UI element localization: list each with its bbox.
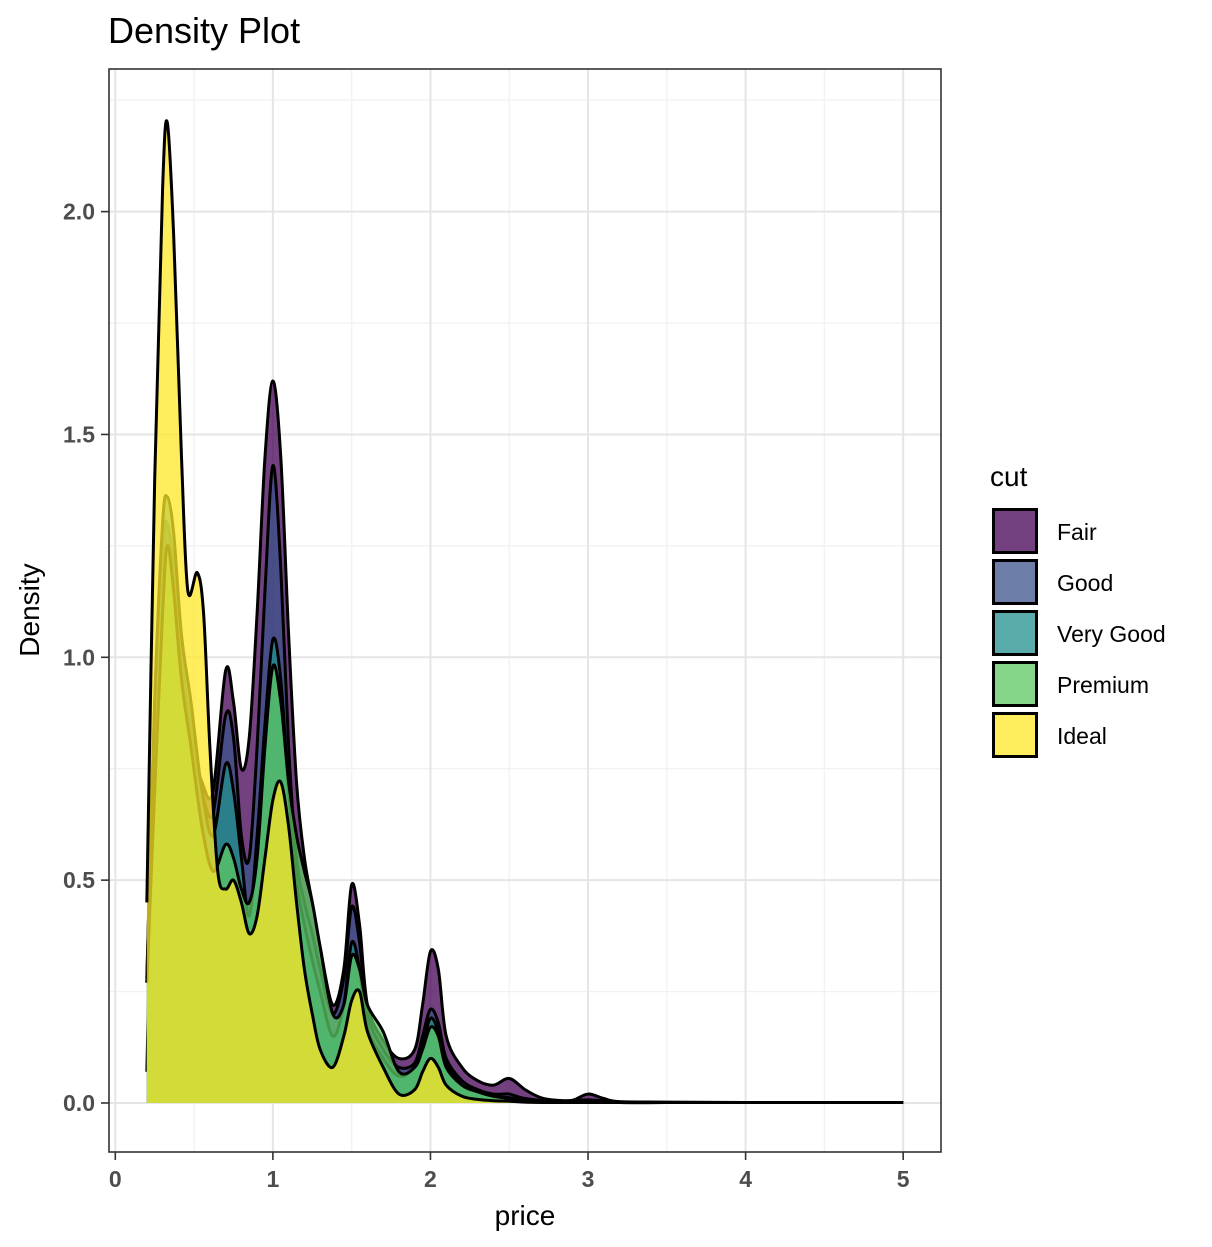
panel-border	[108, 68, 942, 1153]
minor-gridlines	[109, 69, 941, 1152]
legend-swatch-fair	[992, 508, 1038, 554]
legend-swatch-premium	[992, 661, 1038, 707]
legend: cut Fair Good Very Good Premium Ideal	[990, 461, 1166, 758]
density-areas	[145, 119, 904, 1105]
y-tick-label: 2.0	[63, 199, 95, 225]
y-tick-label: 1.5	[63, 421, 95, 447]
density-ideal	[145, 119, 904, 1105]
legend-item-good: Good	[992, 559, 1113, 605]
y-tick-label: 0.0	[63, 1090, 95, 1116]
legend-label-premium: Premium	[1057, 672, 1149, 698]
chart-title: Density Plot	[108, 10, 300, 51]
density-area-ideal	[146, 120, 904, 1103]
legend-items: Fair Good Very Good Premium Ideal	[992, 508, 1166, 758]
x-tick-label: 2	[424, 1166, 437, 1192]
legend-label-very-good: Very Good	[1057, 621, 1166, 647]
y-tick-label: 1.0	[63, 644, 95, 670]
legend-swatch-good	[992, 559, 1038, 605]
legend-item-premium: Premium	[992, 661, 1149, 707]
legend-swatch-ideal	[992, 712, 1038, 758]
x-tick-label: 3	[582, 1166, 595, 1192]
legend-label-fair: Fair	[1057, 519, 1097, 545]
plot-panel	[108, 68, 942, 1153]
x-tick-label: 0	[109, 1166, 122, 1192]
y-tick-label: 0.5	[63, 867, 95, 893]
x-axis: 0 1 2 3 4 5	[109, 1152, 910, 1192]
x-tick-label: 5	[897, 1166, 910, 1192]
density-line-ideal	[145, 119, 904, 1105]
legend-item-very-good: Very Good	[992, 610, 1166, 656]
y-axis-title: Density	[14, 563, 45, 656]
legend-swatch-very-good	[992, 610, 1038, 656]
x-tick-label: 4	[739, 1166, 752, 1192]
x-axis-title: price	[495, 1200, 556, 1231]
x-tick-label: 1	[266, 1166, 279, 1192]
legend-label-ideal: Ideal	[1057, 723, 1107, 749]
legend-title: cut	[990, 461, 1028, 492]
legend-item-fair: Fair	[992, 508, 1097, 554]
y-axis: 0.0 0.5 1.0 1.5 2.0	[63, 199, 109, 1116]
legend-label-good: Good	[1057, 570, 1113, 596]
legend-item-ideal: Ideal	[992, 712, 1107, 758]
